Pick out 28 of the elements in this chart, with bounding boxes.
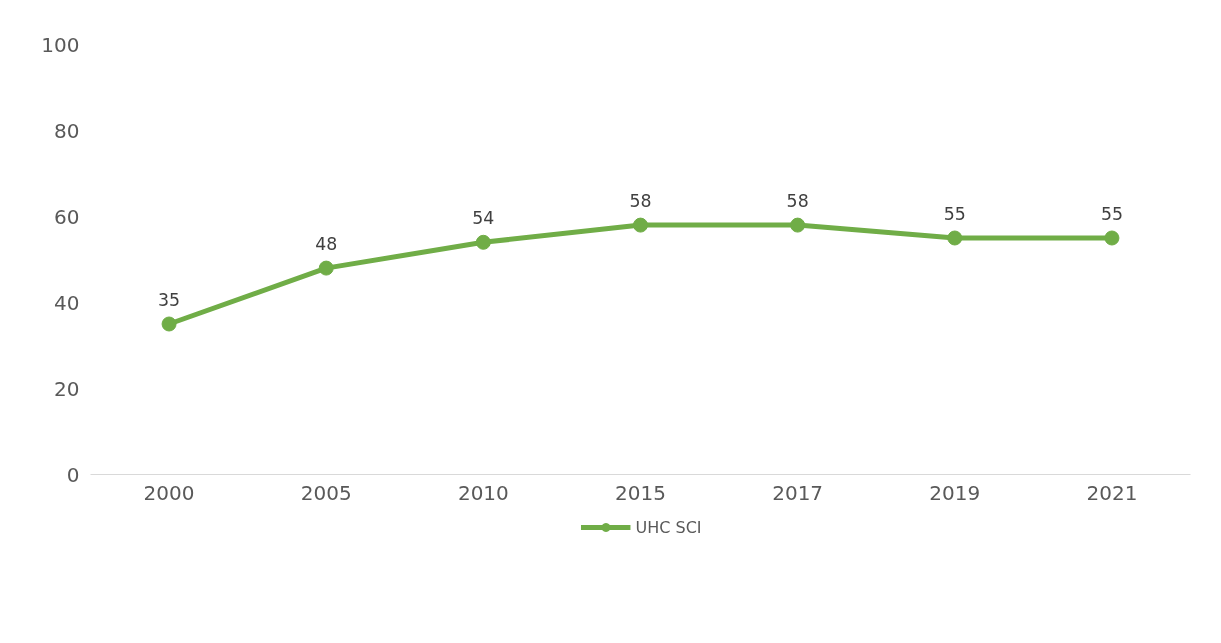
point bbox=[1104, 230, 1120, 246]
data-label: 35 bbox=[158, 290, 181, 310]
point bbox=[947, 230, 963, 246]
point bbox=[161, 316, 177, 332]
point bbox=[318, 260, 334, 276]
y-tick-label: 100 bbox=[41, 32, 80, 57]
data-label: 55 bbox=[943, 204, 966, 224]
data-label: 58 bbox=[786, 191, 809, 212]
y-tick-label: 0 bbox=[66, 462, 80, 487]
point bbox=[790, 217, 806, 233]
y-tick-label: 20 bbox=[54, 376, 80, 401]
x-tick-label: 2017 bbox=[772, 480, 824, 505]
point bbox=[475, 234, 491, 250]
x-tick-label: 2010 bbox=[457, 480, 509, 505]
x-tick-label: 2005 bbox=[300, 480, 352, 505]
data-label: 55 bbox=[1100, 204, 1123, 224]
data-label: 48 bbox=[315, 234, 338, 255]
legend-label: UHC SCI bbox=[635, 517, 702, 537]
x-tick-label: 2019 bbox=[929, 480, 981, 505]
data-label: 54 bbox=[472, 208, 495, 229]
data-label: 58 bbox=[629, 191, 652, 212]
y-tick-label: 40 bbox=[54, 290, 80, 315]
point bbox=[633, 217, 648, 233]
x-tick-label: 2021 bbox=[1086, 480, 1138, 505]
x-tick-label: 2015 bbox=[615, 480, 666, 505]
y-tick-label: 80 bbox=[54, 118, 80, 143]
x-tick-label: 2000 bbox=[143, 480, 195, 505]
y-tick-label: 60 bbox=[54, 204, 80, 229]
